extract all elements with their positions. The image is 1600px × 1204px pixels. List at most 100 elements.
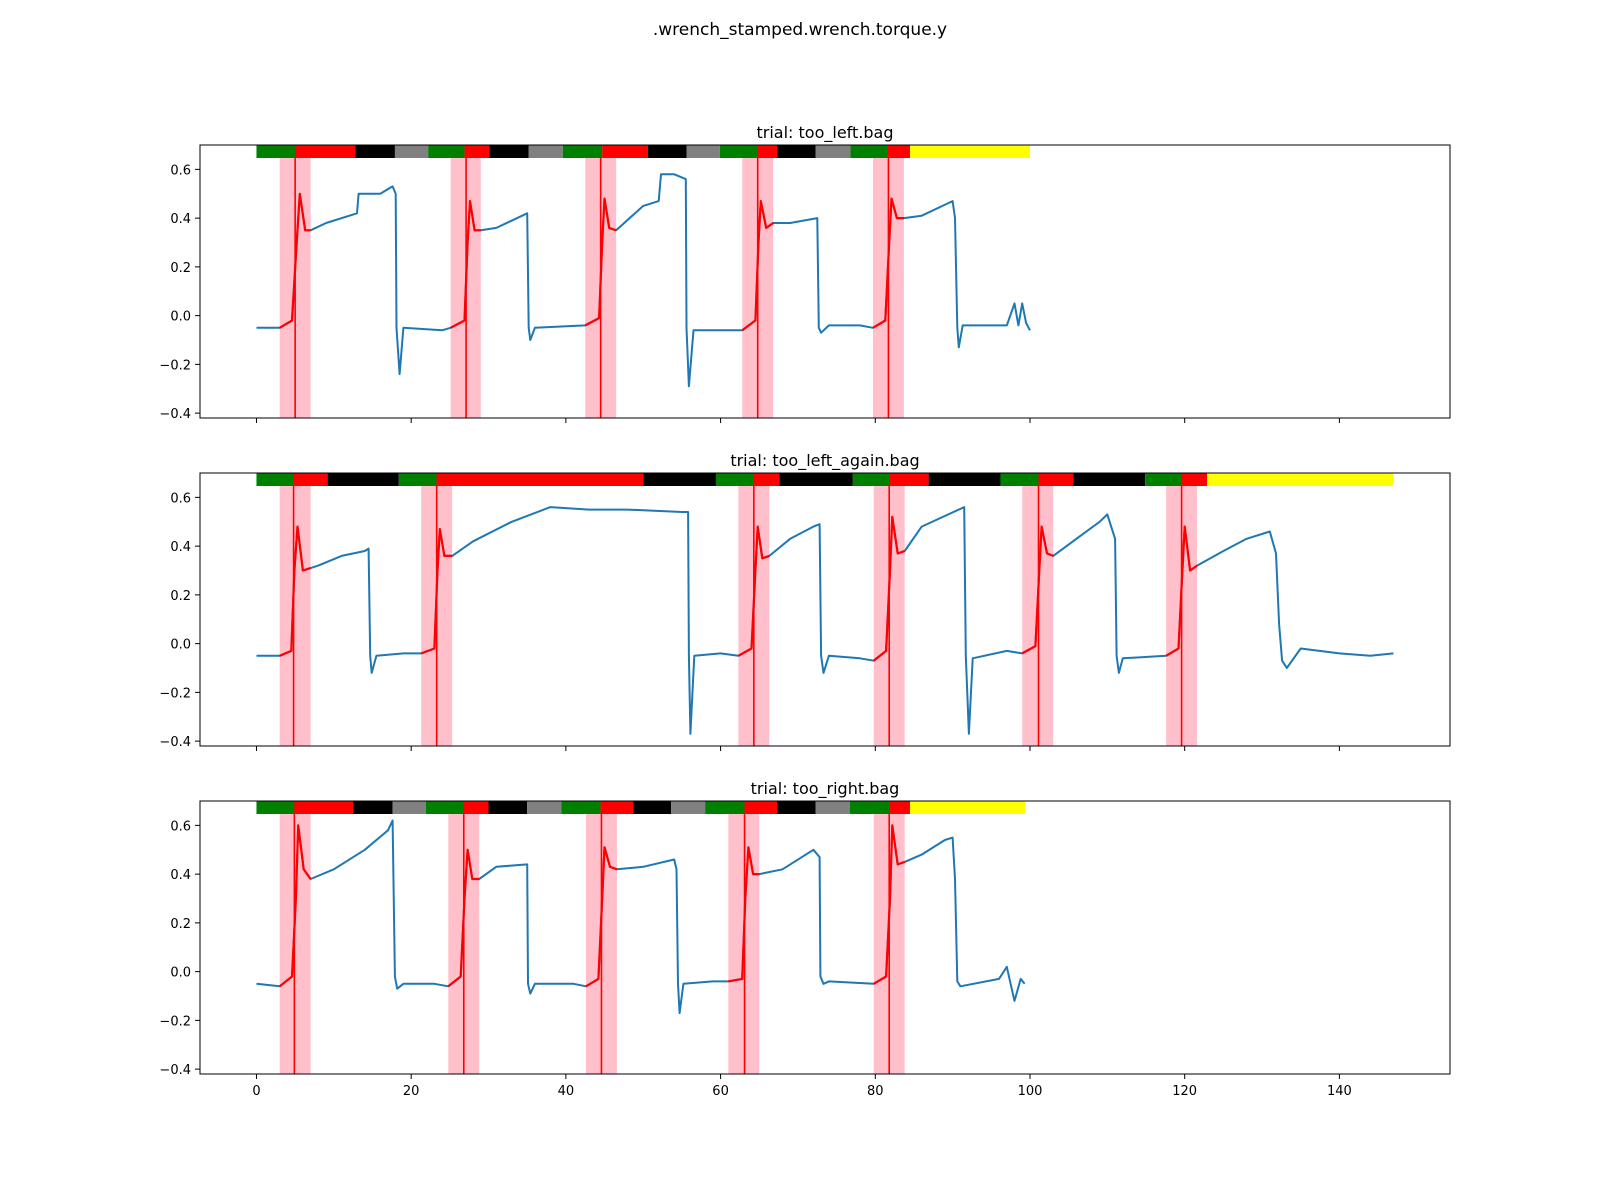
state-bar-red-2 (295, 145, 356, 158)
state-bar-green-17 (849, 801, 890, 814)
highlight-segment-2 (420, 528, 453, 655)
y-tick-label: −0.2 (159, 358, 191, 373)
axes-frame (199, 144, 1451, 419)
highlight-segment-3 (585, 846, 618, 988)
highlight-segment-3 (737, 525, 770, 657)
x-tick-label: 0 (252, 1084, 260, 1099)
state-bar-black-11 (647, 145, 687, 158)
x-tick-label: 60 (712, 1084, 729, 1099)
highlight-segment-5 (873, 824, 906, 985)
state-bar-red-8 (753, 473, 780, 486)
state-bar-green-9 (561, 801, 601, 814)
y-tick-label: −0.2 (159, 1014, 191, 1029)
state-bar-black-3 (327, 473, 399, 486)
highlight-segment-2 (447, 848, 480, 988)
y-tick-label: 0.6 (170, 491, 191, 506)
state-bar-gray-16 (815, 145, 851, 158)
state-bar-yellow-18 (1207, 473, 1394, 486)
state-bar-gray-12 (671, 801, 706, 814)
state-bar-black-15 (1073, 473, 1146, 486)
x-tick-label: 40 (558, 1084, 575, 1099)
highlight-segment-3 (584, 197, 617, 327)
state-bar-gray-8 (528, 145, 563, 158)
state-bar-gray-8 (527, 801, 562, 814)
subplot-1: trial: too_left.bag −0.4 −0.2 0.0 0.2 0.4 0.6 (159, 123, 1451, 423)
y-tick-label: 0.0 (170, 310, 191, 325)
axes-frame (199, 472, 1451, 747)
state-bar-black-11 (633, 801, 672, 814)
state-bar-yellow-19 (910, 145, 1030, 158)
series-line-1 (256, 819, 1026, 1015)
state-bar-red-2 (293, 473, 328, 486)
highlight-segment-1 (279, 525, 311, 657)
state-bar-green-10 (852, 473, 890, 486)
highlight-segment-2 (450, 200, 481, 329)
event-span-1 (279, 473, 311, 746)
highlight-segment-5 (872, 197, 904, 329)
y-tick-label: 0.2 (170, 589, 191, 604)
y-tick-label: 0.2 (170, 261, 191, 276)
state-bar-black-3 (353, 801, 393, 814)
figure-suptitle: .wrench_stamped.wrench.torque.y (652, 20, 948, 40)
state-bar-red-18 (889, 801, 911, 814)
state-bar-black-12 (928, 473, 1001, 486)
highlight-segment-1 (279, 824, 312, 988)
state-bar-green-17 (850, 145, 888, 158)
y-tick-label: −0.4 (159, 1063, 191, 1078)
x-tick-label: 80 (867, 1084, 884, 1099)
state-bar-red-6 (462, 801, 489, 814)
y-tick-label: −0.4 (159, 735, 191, 750)
state-bar-green-16 (1145, 473, 1182, 486)
subplot-title: trial: too_right.bag (751, 779, 900, 799)
y-tick-label: −0.4 (159, 407, 191, 422)
y-tick-label: 0.0 (170, 638, 191, 653)
state-bar-black-7 (488, 801, 528, 814)
series-line-1 (256, 173, 1031, 388)
state-bar-yellow-19 (910, 801, 1026, 814)
subplot-2: trial: too_left_again.bag −0.4 −0.2 0.0 0.2 0… (159, 451, 1451, 751)
state-bar-green-13 (1000, 473, 1039, 486)
state-bar-red-10 (602, 145, 648, 158)
state-bar-black-15 (777, 145, 816, 158)
state-bar-red-14 (1038, 473, 1074, 486)
state-bar-green-9 (562, 145, 603, 158)
state-bar-black-9 (779, 473, 853, 486)
state-bar-red-14 (757, 145, 778, 158)
highlight-segment-5 (1021, 525, 1054, 655)
state-bar-red-6 (464, 145, 490, 158)
state-bar-gray-4 (394, 145, 429, 158)
state-bar-red-10 (600, 801, 634, 814)
highlight-segment-4 (728, 846, 760, 983)
x-tick-label: 120 (1172, 1084, 1197, 1099)
highlight-segment-1 (279, 192, 311, 329)
subplot-3: trial: too_right.bag −0.4 −0.2 0.0 0.2 0.4 0.6… (159, 779, 1451, 1099)
y-tick-label: 0.0 (170, 966, 191, 981)
y-tick-label: 0.4 (170, 212, 191, 227)
x-tick-label: 100 (1018, 1084, 1043, 1099)
axes-frame (199, 800, 1451, 1075)
state-bar-red-18 (887, 145, 911, 158)
highlight-segment-4 (741, 200, 774, 332)
state-bar-black-15 (777, 801, 816, 814)
state-bar-gray-16 (815, 801, 850, 814)
state-bar-green-1 (256, 145, 296, 158)
highlight-segment-6 (1165, 525, 1198, 657)
y-tick-label: −0.2 (159, 686, 191, 701)
state-bar-red-5 (436, 473, 644, 486)
state-bar-red-11 (889, 473, 929, 486)
y-tick-label: 0.4 (170, 868, 191, 883)
state-bar-green-1 (256, 801, 295, 814)
state-bar-green-5 (425, 801, 463, 814)
state-bar-gray-12 (686, 145, 720, 158)
state-bar-green-5 (428, 145, 465, 158)
state-bar-gray-4 (392, 801, 426, 814)
y-tick-label: 0.6 (170, 819, 191, 834)
state-bar-green-1 (256, 473, 294, 486)
y-tick-label: 0.2 (170, 917, 191, 932)
state-bar-black-7 (489, 145, 529, 158)
state-bar-green-7 (715, 473, 754, 486)
highlight-segment-4 (873, 515, 906, 662)
y-tick-label: 0.6 (170, 163, 191, 178)
